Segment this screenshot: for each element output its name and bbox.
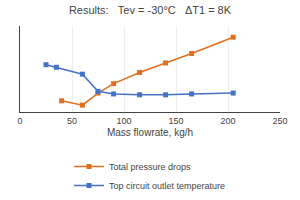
svg-text:200: 200 (220, 116, 235, 126)
svg-text:Results: Tev = -30°C ΔT1 =: Results: Tev = -30°C ΔT1 = 8K (69, 4, 232, 16)
svg-text:100: 100 (116, 116, 131, 126)
svg-text:Mass flowrate, kg/h: Mass flowrate, kg/h (107, 127, 193, 138)
svg-text:250: 250 (272, 116, 287, 126)
svg-text:Total pressure drops: Total pressure drops (109, 162, 191, 172)
svg-text:0: 0 (17, 116, 22, 126)
svg-text:Top circuit outlet temperature: Top circuit outlet temperature (109, 181, 225, 191)
svg-text:150: 150 (168, 116, 183, 126)
svg-text:50: 50 (67, 116, 77, 126)
